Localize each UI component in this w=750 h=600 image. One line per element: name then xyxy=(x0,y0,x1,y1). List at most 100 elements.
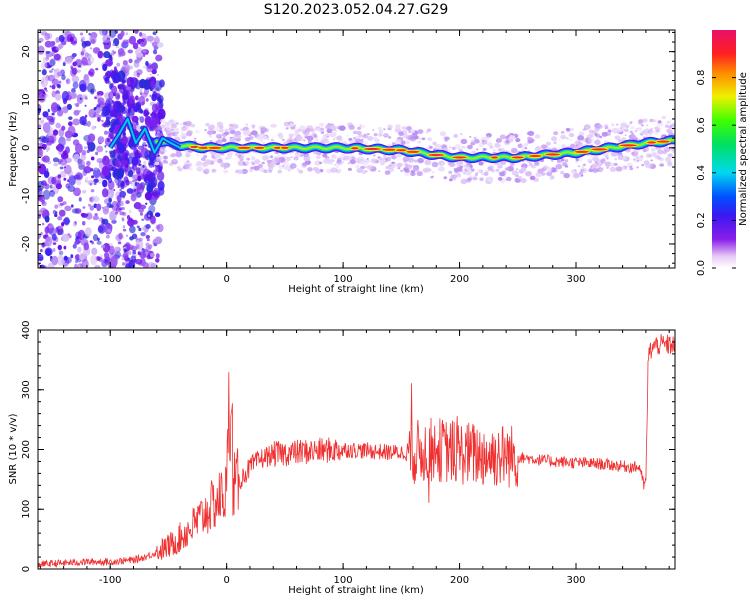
spectrogram-halo-blob xyxy=(519,143,522,146)
spectrogram-noise-blob xyxy=(120,114,123,119)
spectrogram-halo-blob xyxy=(221,138,227,143)
spectrogram-halo-blob xyxy=(215,133,221,138)
spectrogram-noise-blob xyxy=(98,217,102,222)
spectrogram-halo-blob xyxy=(288,133,294,138)
spectrogram-halo-blob xyxy=(394,127,402,133)
spectrogram-halo-blob xyxy=(628,123,632,125)
spectrogram-halo-blob xyxy=(223,169,229,174)
spectrogram-noise-blob xyxy=(68,175,76,186)
spectrogram-halo-blob xyxy=(286,123,292,128)
spectrogram-halo-blob xyxy=(179,122,183,126)
spectrogram-noise-blob xyxy=(95,151,99,156)
spectrogram-noise-blob xyxy=(61,125,66,131)
spectrogram-halo-blob xyxy=(616,123,619,126)
spectrogram-noise-blob xyxy=(55,180,62,188)
spectrogram-halo-blob xyxy=(667,153,673,158)
spectrogram-halo-blob xyxy=(290,156,293,159)
spectrogram-halo-blob xyxy=(248,135,254,140)
spectrogram-halo-blob xyxy=(193,137,197,140)
spectrogram-noise-blob xyxy=(76,69,82,73)
spectrogram-halo-blob xyxy=(270,124,275,128)
spectrogram-noise-blob xyxy=(130,83,136,90)
spectrogram-noise-blob xyxy=(48,70,53,73)
spectrogram-noise-blob xyxy=(49,255,53,259)
spectrogram-noise-blob xyxy=(64,205,72,212)
spectrogram-noise-blob xyxy=(94,96,97,100)
spectrogram-halo-blob xyxy=(464,146,467,149)
spectrogram-halo-blob xyxy=(361,169,367,174)
spectrogram-halo-blob xyxy=(577,135,585,141)
spectrogram-halo-blob xyxy=(374,138,381,143)
spectrogram-noise-blob xyxy=(49,85,52,88)
spectrogram-noise-blob xyxy=(64,30,72,37)
spectrogram-halo-blob xyxy=(416,171,423,177)
spectrogram-noise-blob xyxy=(46,141,52,147)
spectrogram-halo-blob xyxy=(640,124,644,127)
spectrogram-halo-blob xyxy=(363,134,369,139)
spectrogram-halo-blob xyxy=(260,130,264,134)
spectrogram-halo-blob xyxy=(383,154,387,158)
spectrogram-halo-blob xyxy=(319,122,325,127)
spectrogram-noise-blob xyxy=(73,174,81,180)
spectrogram-halo-blob xyxy=(211,168,217,173)
spectrogram-halo-blob xyxy=(459,133,463,136)
spectrogram-noise-blob xyxy=(121,206,125,211)
spectrogram-noise-blob xyxy=(121,105,126,111)
spectrogram-noise-blob xyxy=(74,220,77,224)
spectrogram-noise-blob xyxy=(131,115,139,123)
spectrogram-halo-blob xyxy=(475,171,479,175)
spectrogram-halo-blob xyxy=(635,127,638,130)
spectrogram-halo-blob xyxy=(575,160,579,163)
spectrogram-halo-blob xyxy=(412,166,420,172)
spectrogram-noise-blob xyxy=(156,74,159,77)
spectrogram-noise-blob xyxy=(138,95,146,106)
spectrogram-halo-blob xyxy=(256,135,263,141)
spectrogram-halo-blob xyxy=(223,131,229,136)
spectrogram-halo-blob xyxy=(237,169,244,174)
spectrogram-hotspot xyxy=(451,155,468,160)
spectrogram-halo-blob xyxy=(383,133,388,137)
spectrogram-noise-blob xyxy=(136,183,145,194)
spectrogram-halo-blob xyxy=(582,163,587,167)
spectrogram-halo-blob xyxy=(432,141,437,146)
spectrogram-halo-blob xyxy=(606,166,609,169)
spectrogram-noise-blob xyxy=(150,62,157,70)
spectrogram-noise-blob xyxy=(88,68,95,77)
spectrogram-noise-blob xyxy=(152,31,157,36)
spectrogram-noise-blob xyxy=(38,135,47,143)
spectrogram-noise-blob xyxy=(40,119,45,124)
spectrogram-noise-blob xyxy=(38,253,44,262)
spectrogram-hotspot xyxy=(349,146,360,151)
spectrogram-halo-blob xyxy=(404,140,411,145)
spectrogram-halo-blob xyxy=(565,127,571,132)
spectrogram-halo-blob xyxy=(165,125,173,132)
spectrogram-halo-blob xyxy=(494,143,501,148)
spectrogram-noise-blob xyxy=(74,263,78,268)
spectrogram-halo-blob xyxy=(569,127,575,132)
spectrogram-noise-blob xyxy=(108,55,112,60)
spectrogram-x-label: Height of straight line (km) xyxy=(288,284,424,295)
spectrogram-halo-blob xyxy=(183,163,191,170)
spectrogram-noise-blob xyxy=(57,109,64,117)
spectrogram-noise-blob xyxy=(57,196,64,203)
spectrogram-halo-blob xyxy=(229,137,236,143)
spectrogram-noise-blob xyxy=(156,42,164,48)
spectrogram-halo-blob xyxy=(419,137,422,140)
spectrogram-halo-blob xyxy=(181,126,187,132)
spectrogram-halo-blob xyxy=(614,158,618,161)
spectrogram-noise-blob xyxy=(52,129,59,136)
spectrogram-noise-blob xyxy=(51,68,54,71)
spectrogram-halo-blob xyxy=(661,115,667,120)
spectrogram-halo-blob xyxy=(587,137,595,143)
spectrogram-noise-blob xyxy=(133,42,138,47)
spectrogram-halo-blob xyxy=(364,165,368,168)
spectrogram-halo-blob xyxy=(487,177,494,183)
spectrogram-noise-blob xyxy=(67,125,76,136)
spectrogram-halo-blob xyxy=(474,139,480,144)
spectrogram-halo-blob xyxy=(348,137,353,142)
spectrogram-noise-blob xyxy=(108,91,114,100)
spectrogram-halo-blob xyxy=(434,144,442,150)
spectrogram-noise-blob xyxy=(95,67,99,71)
spectrogram-noise-blob xyxy=(128,58,133,64)
spectrogram-noise-blob xyxy=(69,37,74,42)
